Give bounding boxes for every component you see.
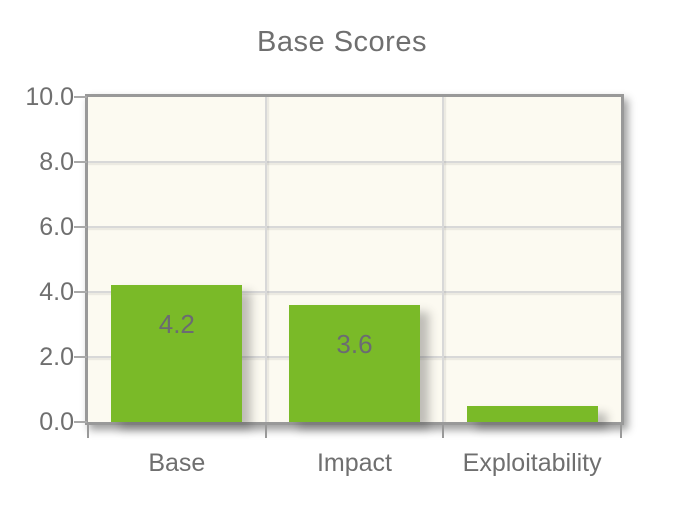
x-tick-mark <box>620 424 622 438</box>
y-tick-label: 4.0 <box>39 278 74 306</box>
y-tick-mark <box>74 356 87 358</box>
x-category-label: Impact <box>316 449 392 477</box>
y-tick-mark <box>74 96 87 98</box>
bar-exploitability <box>466 406 598 422</box>
bar-base: 4.2 <box>111 285 243 422</box>
gridline-horizontal <box>88 226 621 228</box>
x-tick-mark <box>87 424 89 438</box>
x-tick-mark <box>442 424 445 438</box>
bar-value-label: 3.6 <box>336 329 373 359</box>
y-tick-mark <box>74 226 87 228</box>
gridline-vertical <box>264 97 267 422</box>
y-tick-mark <box>74 421 87 423</box>
chart-title: Base Scores <box>257 26 427 58</box>
y-tick-label: 10.0 <box>25 83 74 111</box>
y-tick-label: 8.0 <box>39 148 74 176</box>
y-tick-mark <box>74 291 87 293</box>
gridline-horizontal <box>88 291 621 293</box>
y-tick-label: 0.0 <box>39 408 74 436</box>
y-tick-mark <box>74 161 87 163</box>
x-category-label: Exploitability <box>462 449 602 477</box>
gridline-horizontal <box>88 161 621 163</box>
y-tick-label: 2.0 <box>39 343 74 371</box>
gridline-vertical <box>442 97 445 422</box>
bar-impact: 3.6 <box>289 305 420 422</box>
x-category-label: Base <box>148 449 206 477</box>
plot-area: 4.2 3.6 <box>85 94 624 425</box>
bar-value-label: 4.2 <box>158 309 195 339</box>
y-tick-label: 6.0 <box>39 213 74 241</box>
x-tick-mark <box>264 424 267 438</box>
